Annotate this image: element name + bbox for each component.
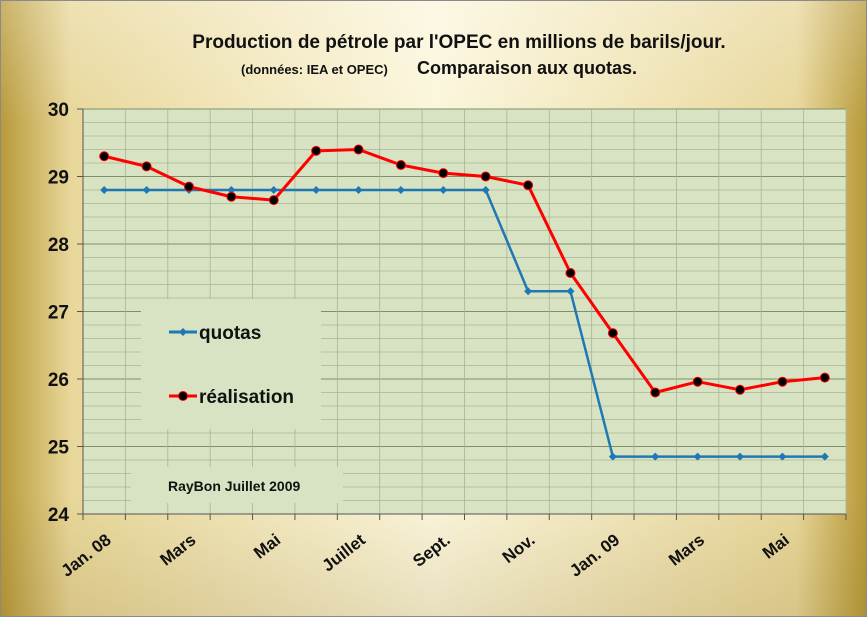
realisation-point <box>819 372 830 383</box>
realisation-point <box>268 195 279 206</box>
x-tick-label: Juillet <box>319 530 370 575</box>
quotas-point <box>736 452 745 461</box>
x-tick-label: Jan. 09 <box>566 530 623 580</box>
series-line-realisation <box>103 148 825 394</box>
realisation-point <box>141 161 152 172</box>
legend-quotas-marker <box>179 328 187 336</box>
legend-realisation-label: réalisation <box>199 387 294 408</box>
credit-text: RayBon Juillet 2009 <box>168 478 300 494</box>
x-tick-label: Mai <box>759 530 793 562</box>
x-tick-label: Jan. 08 <box>58 530 115 580</box>
quotas-point <box>481 186 490 194</box>
quotas-point <box>396 186 405 194</box>
realisation-point <box>480 171 491 182</box>
quotas-point <box>142 186 151 194</box>
x-tick-label: Mai <box>250 530 284 562</box>
quotas-point <box>566 287 575 296</box>
chart-subtitle: Comparaison aux quotas. <box>417 58 637 78</box>
y-tick-label: 24 <box>48 505 70 526</box>
y-tick-label: 30 <box>48 100 69 121</box>
series-group <box>99 144 830 461</box>
quotas-point <box>693 452 702 461</box>
quotas-point <box>524 287 533 296</box>
chart-subtitle-source: (données: IEA et OPEC) <box>241 62 388 77</box>
quotas-point <box>608 452 617 461</box>
x-tick-label: Mars <box>156 530 199 569</box>
y-axis: 24 25 26 27 28 29 30 <box>48 100 83 526</box>
quotas-point <box>651 452 660 461</box>
chart-title: Production de pétrole par l'OPEC en mill… <box>192 32 725 53</box>
realisation-point <box>735 384 746 395</box>
quotas-point <box>820 452 829 461</box>
quotas-point <box>354 186 363 194</box>
quotas-point <box>778 452 787 461</box>
series-line-quotas <box>104 188 825 458</box>
quotas-point <box>439 186 448 194</box>
x-tick-label: Nov. <box>499 530 539 567</box>
legend-realisation-marker <box>178 391 188 401</box>
x-tick-label: Sept. <box>409 530 453 571</box>
quotas-point <box>227 186 236 194</box>
realisation-point <box>523 180 534 191</box>
y-tick-label: 27 <box>48 303 69 324</box>
y-tick-label: 29 <box>48 168 69 189</box>
realisation-point <box>353 144 364 155</box>
quotas-point <box>312 186 321 194</box>
y-tick-label: 25 <box>48 438 70 459</box>
y-tick-label: 26 <box>48 370 69 391</box>
legend-quotas-label: quotas <box>199 323 261 344</box>
realisation-point <box>99 151 110 162</box>
legend-box <box>141 299 321 429</box>
realisation-point <box>692 376 703 387</box>
quotas-point <box>100 186 109 194</box>
realisation-point <box>438 168 449 179</box>
realisation-point <box>565 268 576 279</box>
realisation-point <box>226 191 237 202</box>
x-axis: Jan. 08 Mars Mai Juillet Sept. Nov. Jan. 09 Mar… <box>58 514 847 581</box>
x-tick-label: Mars <box>665 530 708 569</box>
realisation-point <box>183 181 194 192</box>
realisation-point <box>650 387 661 398</box>
quotas-point <box>269 186 278 194</box>
legend: quotas réalisation <box>141 299 321 429</box>
realisation-point <box>395 160 406 171</box>
realisation-point <box>777 376 788 387</box>
credit-box <box>131 467 343 503</box>
y-tick-label: 28 <box>48 235 69 256</box>
realisation-point <box>607 328 618 339</box>
realisation-point <box>311 145 322 156</box>
